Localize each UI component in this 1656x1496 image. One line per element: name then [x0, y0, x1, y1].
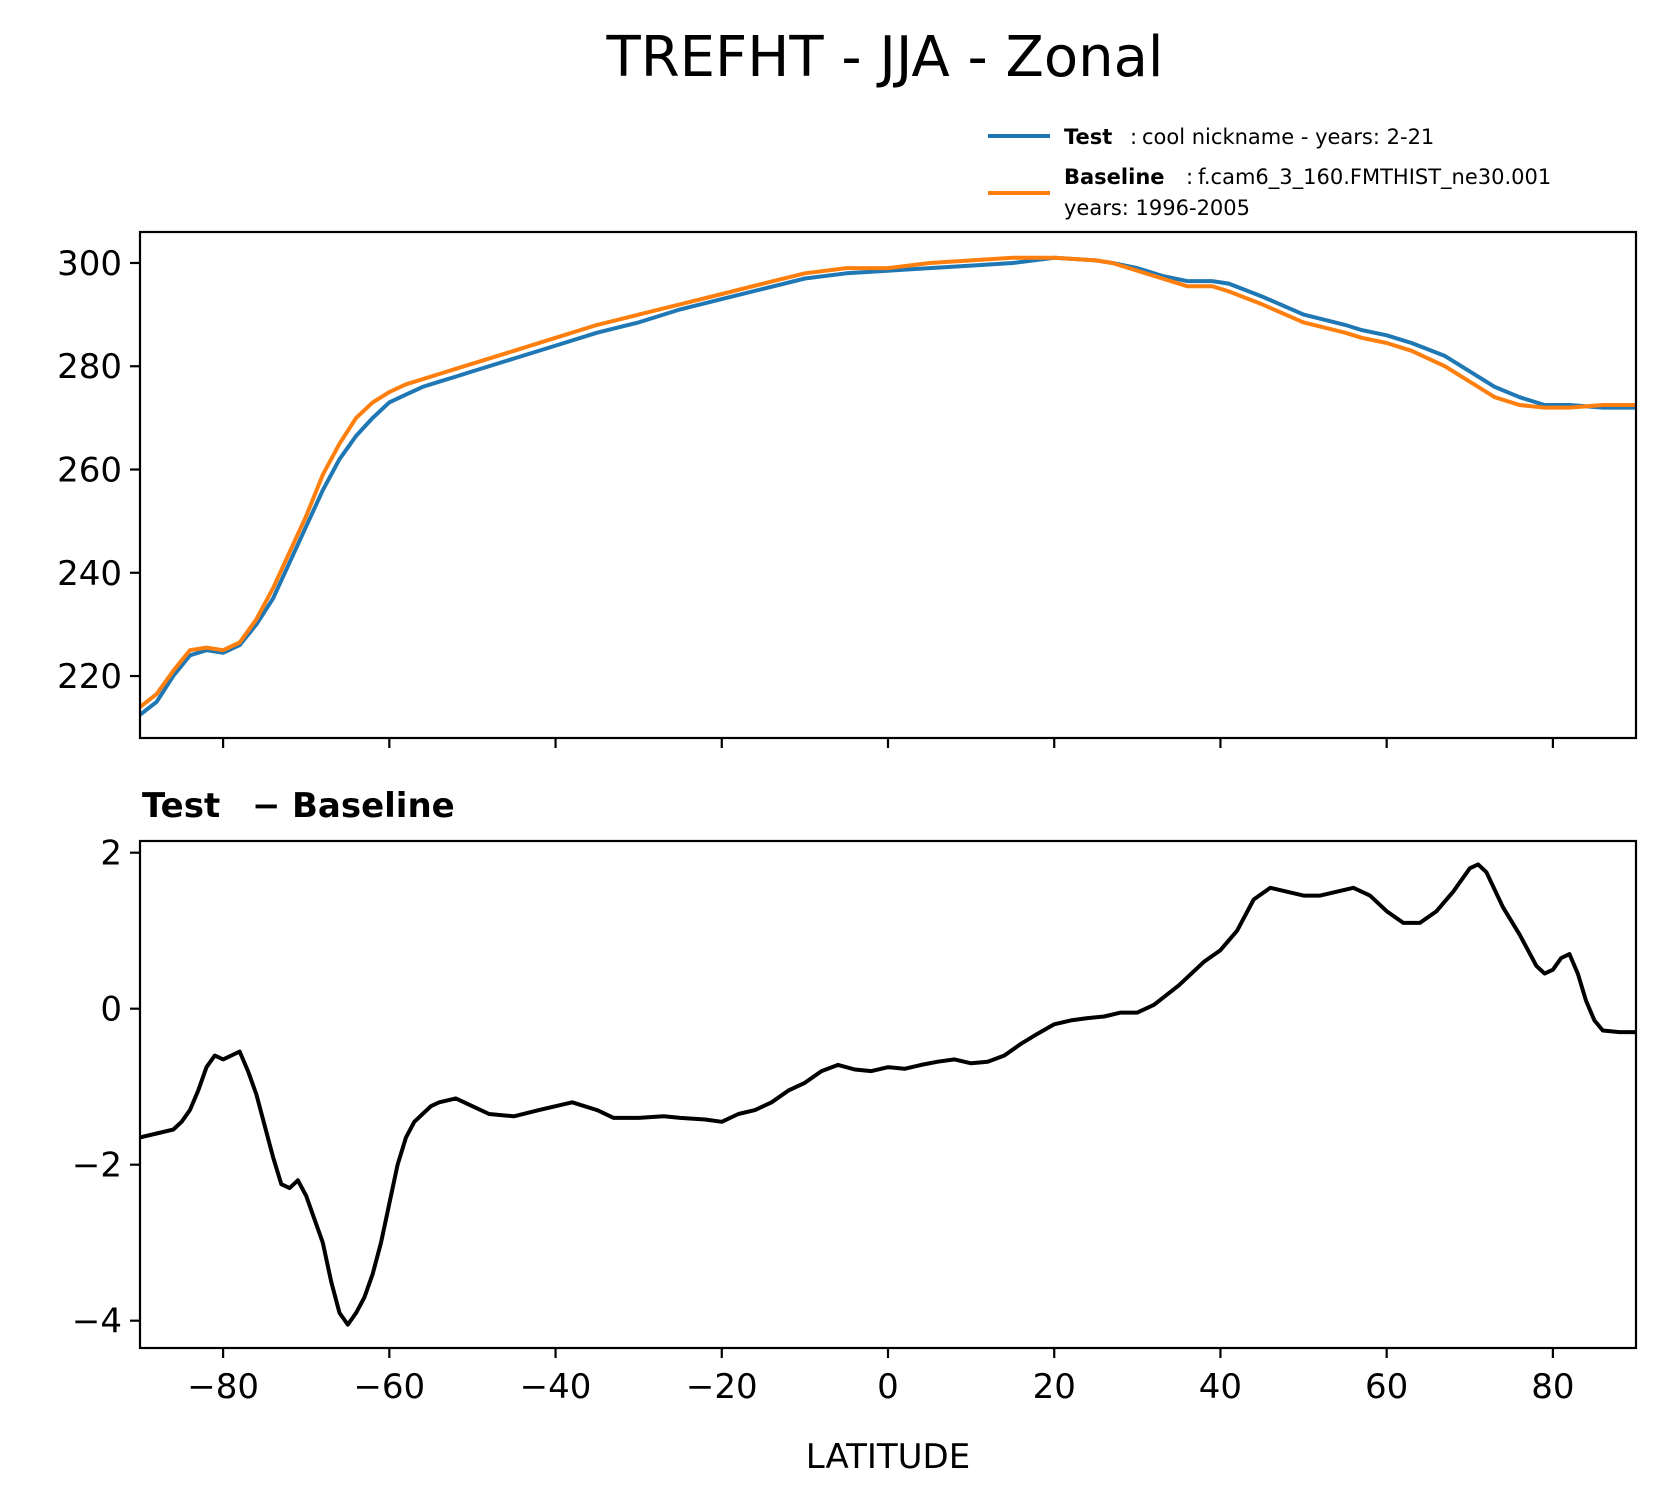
bottom-panel: −4−202−80 −60 −40 −20 0 20 40 60 80 [72, 834, 1638, 1407]
figure-title: TREFHT - JJA - Zonal [606, 25, 1164, 90]
legend-baseline-label: Baseline [1064, 165, 1165, 189]
x-tick-label: 80 [1531, 1367, 1574, 1407]
top-series-group [140, 255, 1636, 717]
difference-title-minus: − [252, 786, 281, 826]
top-ticks-group: 220 240 260 280 300 [57, 244, 1554, 748]
legend-baseline-colon: : [1186, 165, 1193, 189]
x-tick-label: −40 [520, 1367, 592, 1407]
y-tick-label: −4 [72, 1302, 122, 1342]
y-tick-label: 300 [57, 244, 122, 284]
difference-title-right: Baseline [292, 786, 455, 826]
difference-title-left: Test [142, 786, 220, 826]
legend-baseline-desc-line2: years: 1996-2005 [1064, 196, 1250, 220]
series-line-test-baseline [140, 862, 1636, 1327]
y-tick-label: 2 [100, 834, 122, 874]
difference-title: Test − Baseline [142, 786, 455, 826]
x-tick-label: −20 [686, 1367, 758, 1407]
x-tick-label: −80 [187, 1367, 259, 1407]
top-plot-frame [138, 230, 1638, 740]
series-line-baseline [140, 255, 1636, 709]
x-tick-label: 60 [1365, 1367, 1408, 1407]
top-panel: 220 240 260 280 300 [57, 230, 1638, 748]
y-tick-label: 240 [57, 554, 122, 594]
legend-test-colon: : [1130, 125, 1137, 149]
x-tick-label: 20 [1033, 1367, 1076, 1407]
y-tick-label: 280 [57, 347, 122, 387]
x-axis-label: LATITUDE [806, 1437, 970, 1477]
bottom-plot-frame [138, 839, 1638, 1350]
bottom-series-group [140, 862, 1636, 1327]
x-tick-label: 0 [877, 1367, 899, 1407]
x-tick-label: −60 [353, 1367, 425, 1407]
legend-test-label: Test [1064, 125, 1112, 149]
y-tick-label: 0 [100, 990, 122, 1030]
y-tick-label: 260 [57, 451, 122, 491]
series-line-test [140, 255, 1636, 717]
legend-test-desc: cool nickname - years: 2-21 [1142, 125, 1434, 149]
y-tick-label: −2 [72, 1146, 122, 1186]
legend-baseline-desc-line1: f.cam6_3_160.FMTHIST_ne30.001 [1198, 165, 1551, 190]
x-tick-label: 40 [1199, 1367, 1242, 1407]
y-tick-label: 220 [57, 657, 122, 697]
legend: Test : cool nickname - years: 2-21 Basel… [988, 125, 1551, 220]
bottom-ticks-group: −4−202−80 −60 −40 −20 0 20 40 60 80 [72, 834, 1575, 1407]
